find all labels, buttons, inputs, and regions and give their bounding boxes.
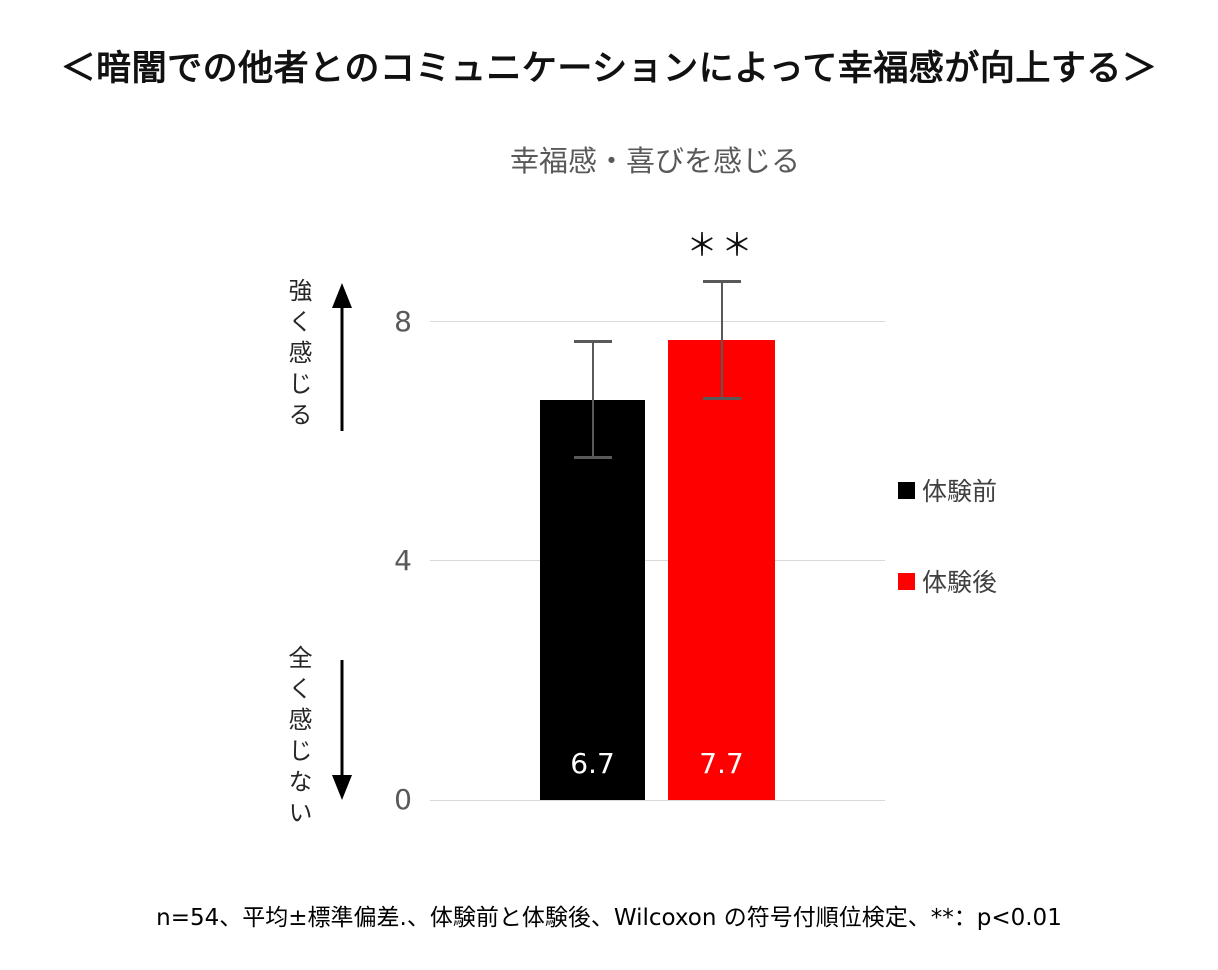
error-bar-line [591, 339, 594, 460]
bar-value-label-before: 6.7 [570, 747, 615, 780]
plot-area: 6.7 7.7 0 4 8 [394, 280, 885, 816]
axis-annotation-bottom: 全く感じない [284, 645, 312, 831]
gridline [430, 560, 885, 562]
legend-item-before: 体験前 [898, 472, 997, 508]
axis-annotation-top: 強く感じる [284, 278, 312, 433]
error-bar-cap-bottom [573, 456, 612, 460]
error-bar-line [720, 280, 723, 400]
bar-value-label-after: 7.7 [699, 747, 744, 780]
page-title: ＜暗闇での他者とのコミュニケーションによって幸福感が向上する＞ [60, 49, 1158, 89]
y-tick-label: 4 [394, 543, 412, 577]
legend-label-before: 体験前 [922, 477, 998, 506]
arrow-up-icon [332, 283, 352, 431]
legend-swatch-after [898, 572, 915, 590]
gridline [430, 799, 885, 801]
legend: 体験前 体験後 [898, 472, 997, 654]
bar-after: 7.7 [668, 339, 775, 800]
legend-swatch-before [898, 481, 915, 499]
arrow-down-icon [332, 660, 352, 800]
error-bar [702, 280, 741, 400]
error-bar [573, 339, 612, 460]
gridline [430, 321, 885, 323]
y-tick-label: 0 [394, 782, 412, 816]
legend-item-after: 体験後 [898, 563, 997, 599]
chart-title: 幸福感・喜びを感じる [509, 144, 800, 178]
legend-label-after: 体験後 [922, 568, 998, 597]
bar-before: 6.7 [540, 399, 645, 800]
error-bar-cap-top [702, 280, 741, 283]
y-tick-label: 8 [394, 304, 412, 338]
footnote: n=54、平均±標準偏差.、体験前と体験後、Wilcoxon の符号付順位検定、… [156, 905, 1062, 931]
error-bar-cap-bottom [702, 396, 741, 400]
significance-marker: ＊＊ [686, 228, 757, 264]
error-bar-cap-top [573, 339, 612, 343]
